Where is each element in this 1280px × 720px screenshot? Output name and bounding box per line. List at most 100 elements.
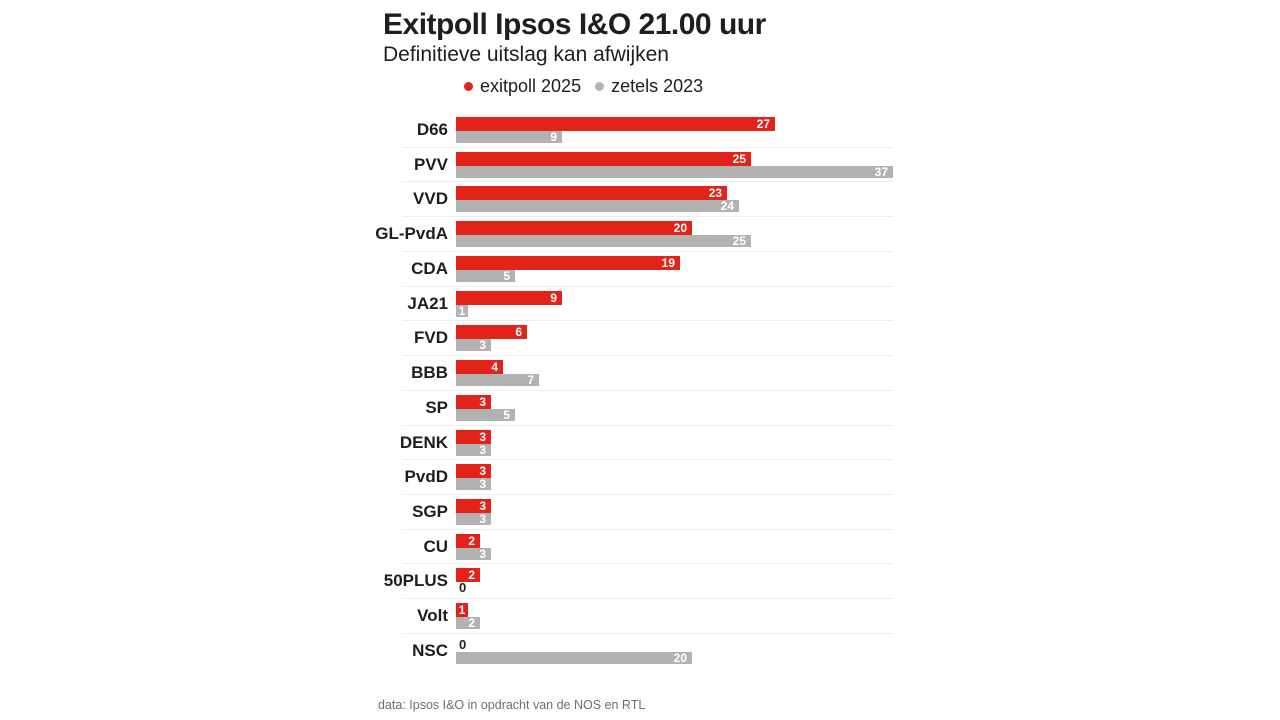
party-label: FVD (414, 328, 448, 347)
chart-header: Exitpoll Ipsos I&O 21.00 uur Definitieve… (383, 8, 766, 67)
party-label: DENK (399, 433, 448, 452)
party-label: CU (423, 537, 448, 556)
exitpoll-bar (456, 568, 480, 582)
zetels-dot-icon (595, 82, 605, 91)
exitpoll-dot-icon (464, 82, 473, 91)
zetels-bar (456, 478, 491, 490)
party-label: NSC (412, 641, 448, 660)
party-label: JA21 (407, 294, 448, 313)
zetels-bar (456, 513, 491, 525)
exitpoll-value: 3 (479, 430, 486, 444)
party-label: BBB (411, 363, 448, 382)
zetels-value: 3 (479, 443, 486, 457)
exitpoll-bar (456, 360, 503, 374)
exitpoll-value: 27 (756, 117, 770, 131)
exitpoll-value: 0 (459, 637, 467, 652)
row-separator (402, 425, 893, 426)
zetels-bar (456, 409, 515, 421)
exitpoll-value: 2 (468, 568, 475, 582)
row-separator (402, 251, 893, 252)
zetels-bar (456, 548, 491, 560)
party-label: GL-PvdA (375, 224, 448, 243)
zetels-value: 25 (732, 234, 746, 248)
party-label: CDA (411, 259, 448, 278)
exitpoll-bar (456, 186, 727, 200)
legend-label-zetels: zetels 2023 (611, 76, 704, 96)
party-label: PvdD (404, 467, 448, 486)
exitpoll-value: 6 (515, 325, 522, 339)
chart-subtitle: Definitieve uitslag kan afwijken (383, 43, 669, 66)
legend-item-zetels: zetels 2023 (595, 76, 703, 97)
chart-title: Exitpoll Ipsos I&O 21.00 uur (383, 8, 766, 41)
zetels-bar (456, 444, 491, 456)
zetels-value: 37 (874, 165, 888, 179)
zetels-value: 5 (503, 269, 510, 283)
zetels-bar (456, 235, 751, 247)
zetels-value: 9 (550, 130, 557, 144)
zetels-bar (456, 270, 515, 282)
party-label: Volt (417, 606, 448, 625)
row-separator (402, 390, 893, 391)
exitpoll-bar (456, 325, 527, 339)
zetels-value: 7 (527, 373, 534, 387)
row-separator (402, 286, 893, 287)
exitpoll-bar (456, 499, 491, 513)
zetels-value: 1 (458, 304, 466, 318)
exitpoll-bar (456, 464, 491, 478)
exitpoll-value: 2 (468, 534, 475, 548)
exitpoll-bar (456, 534, 480, 548)
exitpoll-bar (456, 221, 692, 235)
zetels-bar (456, 617, 480, 629)
party-label: D66 (416, 120, 448, 139)
row-separator (402, 494, 893, 495)
legend-label-exitpoll: exitpoll 2025 (480, 76, 582, 96)
zetels-bar (456, 339, 491, 351)
legend-item-exitpoll: exitpoll 2025 (464, 76, 581, 97)
zetels-value: 3 (479, 338, 486, 352)
zetels-bar (456, 131, 562, 143)
row-separator (402, 529, 893, 530)
zetels-bar (456, 374, 539, 386)
party-label: SP (425, 398, 448, 417)
exitpoll-value: 1 (458, 603, 466, 617)
exitpoll-bar (456, 430, 491, 444)
party-label: 50PLUS (383, 571, 448, 590)
row-separator (402, 459, 893, 460)
row-separator (402, 181, 893, 182)
exitpoll-value: 19 (661, 256, 675, 270)
exitpoll-value: 20 (673, 221, 687, 235)
row-separator (402, 355, 893, 356)
row-separator (402, 633, 893, 634)
zetels-value: 3 (479, 477, 486, 491)
legend: exitpoll 2025 zetels 2023 (464, 76, 703, 97)
zetels-value: 0 (459, 580, 467, 595)
zetels-bar (456, 652, 692, 664)
exitpoll-bar (456, 152, 751, 166)
exitpoll-bar (456, 256, 680, 270)
row-separator (402, 598, 893, 599)
row-separator (402, 147, 893, 148)
zetels-bar (456, 305, 468, 317)
exitpoll-value: 4 (491, 360, 498, 374)
zetels-value: 20 (673, 651, 687, 665)
row-separator (402, 320, 893, 321)
exitpoll-bar (456, 395, 491, 409)
exitpoll-value: 25 (732, 152, 746, 166)
row-separator (402, 216, 893, 217)
zetels-value: 24 (720, 199, 734, 213)
zetels-value: 3 (479, 547, 486, 561)
exitpoll-value: 23 (708, 186, 722, 200)
party-label: SGP (412, 502, 448, 521)
exitpoll-value: 9 (550, 291, 557, 305)
exitpoll-value: 3 (479, 464, 486, 478)
zetels-value: 2 (468, 616, 475, 630)
row-separator (402, 563, 893, 564)
party-label: VVD (413, 189, 448, 208)
exitpoll-value: 3 (479, 395, 486, 409)
zetels-bar (456, 200, 739, 212)
exitpoll-bar (456, 291, 562, 305)
zetels-bar (456, 166, 893, 178)
exitpoll-bar (456, 603, 468, 617)
